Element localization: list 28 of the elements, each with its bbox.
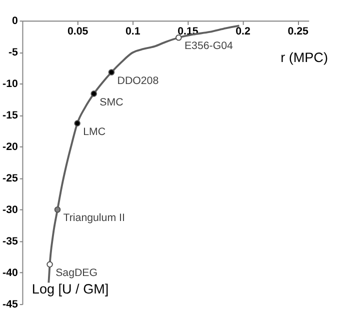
point (54, 206, 61, 213)
x-tick-label: 0.2 (236, 26, 250, 38)
y-tick-label: -30 (2, 204, 18, 216)
y-tick-label: -25 (2, 172, 18, 184)
annotation: SagDEG (56, 267, 98, 280)
y-tick-label: -40 (2, 266, 18, 279)
point (176, 34, 182, 41)
point (46, 261, 53, 268)
annotation: Triangulum II (63, 212, 125, 224)
y-axis-title: Log [U / GM] (32, 281, 109, 296)
annotation: LMC (83, 126, 106, 138)
x-tick-label: 0.1 (125, 26, 140, 38)
y-tick-label: 0 (12, 15, 18, 28)
point (90, 90, 97, 97)
y-tick-label: -35 (2, 235, 18, 248)
y-tick-label: -15 (2, 109, 18, 122)
annotation: DDO208 (117, 74, 159, 87)
point (74, 120, 80, 126)
point (108, 69, 115, 76)
y-tick-label: -20 (2, 140, 18, 153)
annotation: SMC (100, 96, 124, 108)
y-tick-label: -5 (8, 46, 18, 58)
x-tick-label: 0.05 (67, 26, 88, 38)
y-tick-label: -10 (2, 78, 18, 90)
y-tick-label: -45 (2, 298, 18, 310)
annotation: E356-G04 (184, 40, 233, 52)
x-tick-label: 0.25 (288, 26, 309, 38)
x-axis-title: r (MPC) (280, 50, 328, 66)
